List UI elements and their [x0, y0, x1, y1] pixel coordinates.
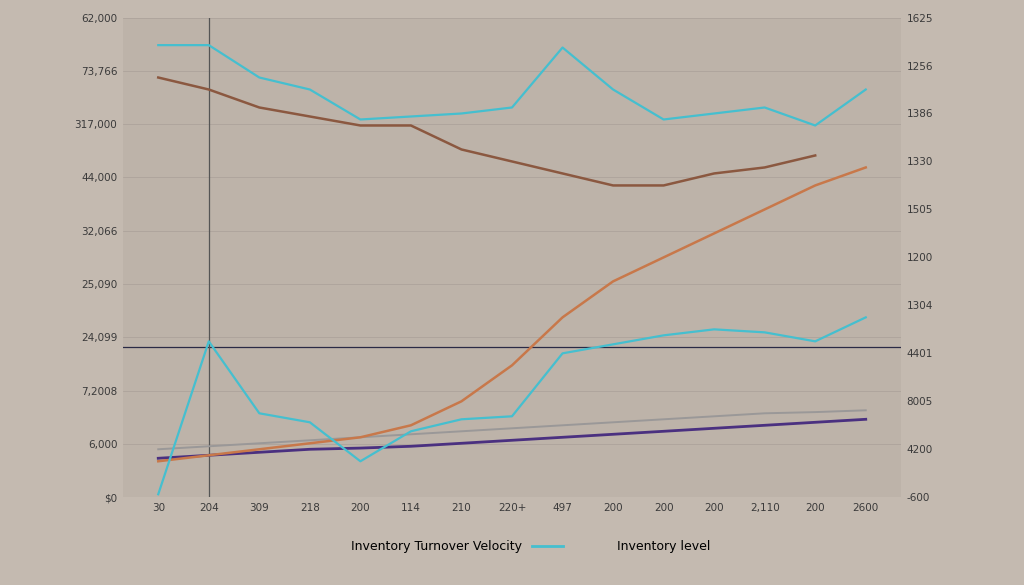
Legend: Inventory Turnover Velocity, , Inventory level: Inventory Turnover Velocity, , Inventory…	[308, 535, 716, 558]
